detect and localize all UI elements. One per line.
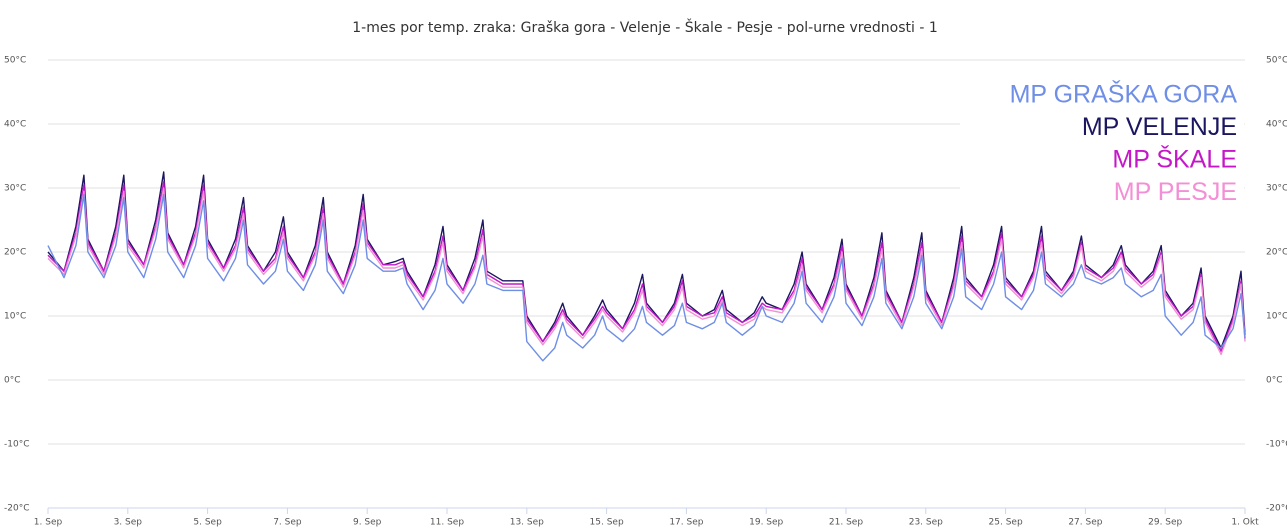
y-tick-label: 20°C — [4, 248, 26, 258]
y-tick-label: 30°C — [4, 184, 26, 194]
legend-entry: MP PESJE — [1114, 178, 1237, 206]
y2-tick-label: 30°C — [1266, 184, 1287, 194]
x-tick-label: 25. Sep — [989, 518, 1023, 528]
y-tick-label: 50°C — [4, 56, 26, 66]
y2-tick-label: 0°C — [1266, 376, 1283, 386]
x-tick-label: 5. Sep — [193, 518, 222, 528]
legend-entry: MP VELENJE — [1082, 113, 1237, 141]
x-tick-label: 17. Sep — [669, 518, 703, 528]
y2-tick-label: 20°C — [1266, 248, 1287, 258]
x-tick-label: 19. Sep — [749, 518, 783, 528]
x-tick-label: 11. Sep — [430, 518, 464, 528]
x-tick-label: 1. Sep — [34, 518, 63, 528]
x-tick-label: 27. Sep — [1068, 518, 1102, 528]
x-tick-label: 7. Sep — [273, 518, 302, 528]
y2-tick-label: 40°C — [1266, 120, 1287, 130]
legend-entry: MP GRAŠKA GORA — [1010, 80, 1238, 109]
y2-tick-label: 10°C — [1266, 312, 1287, 322]
x-tick-label: 21. Sep — [829, 518, 863, 528]
y2-tick-label: 50°C — [1266, 56, 1287, 66]
y-tick-label: -20°C — [4, 504, 29, 514]
y-tick-label: 10°C — [4, 312, 26, 322]
y-tick-label: 40°C — [4, 120, 26, 130]
y2-tick-label: -20°C — [1266, 504, 1287, 514]
x-tick-label: 1. Okt — [1231, 518, 1259, 528]
y2-tick-label: -10°C — [1266, 440, 1287, 450]
legend-background — [960, 68, 1244, 214]
y-tick-label: -10°C — [4, 440, 29, 450]
x-tick-label: 29. Sep — [1148, 518, 1182, 528]
x-tick-label: 23. Sep — [909, 518, 943, 528]
x-tick-label: 3. Sep — [114, 518, 143, 528]
legend-entry: MP ŠKALE — [1112, 145, 1237, 174]
series-line — [47, 187, 1246, 356]
series-line — [47, 193, 1246, 362]
x-tick-label: 13. Sep — [510, 518, 544, 528]
x-tick-label: 15. Sep — [590, 518, 624, 528]
x-tick-label: 9. Sep — [353, 518, 382, 528]
chart-title: 1-mes por temp. zraka: Graška gora - Vel… — [352, 18, 937, 36]
y-tick-label: 0°C — [4, 376, 21, 386]
